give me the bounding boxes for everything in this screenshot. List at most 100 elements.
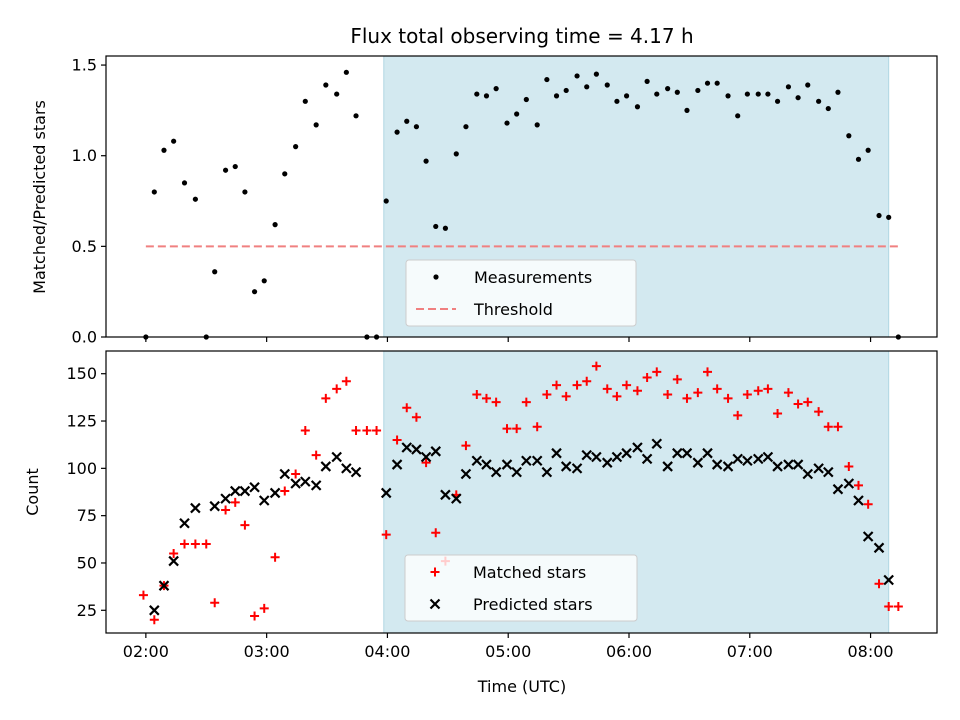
data-point	[250, 611, 260, 621]
plot-frame	[105, 350, 938, 634]
data-point	[604, 82, 610, 88]
data-point	[242, 189, 248, 195]
data-point	[835, 89, 841, 95]
data-point	[212, 269, 218, 275]
data-point	[853, 495, 864, 506]
data-point	[258, 495, 270, 506]
x-tick-label: 06:00	[606, 642, 652, 661]
data-point	[634, 104, 641, 110]
data-point	[192, 196, 198, 202]
data-point	[341, 376, 351, 386]
data-point	[883, 574, 894, 586]
data-point	[261, 278, 267, 284]
data-point	[591, 361, 601, 371]
legend-label: Predicted stars	[473, 595, 593, 614]
x-tick-label: 04:00	[364, 642, 410, 661]
data-point	[541, 466, 553, 478]
data-point	[644, 78, 650, 84]
data-point	[844, 461, 854, 471]
data-point	[682, 393, 692, 403]
data-point	[421, 458, 431, 468]
data-point	[642, 372, 652, 382]
y-tick-label: 0.5	[72, 237, 97, 256]
data-point	[180, 539, 190, 549]
data-point	[733, 410, 743, 420]
data-point	[711, 459, 723, 470]
data-point	[695, 87, 701, 94]
data-point	[843, 478, 855, 489]
data-point	[282, 171, 288, 177]
x-axis-label: Time (UTC)	[477, 677, 566, 696]
data-point	[755, 91, 761, 97]
data-point	[571, 463, 583, 474]
data-point	[742, 390, 752, 400]
data-point	[795, 95, 801, 101]
legend-marker	[430, 567, 440, 577]
data-point	[752, 453, 764, 465]
data-point	[783, 388, 793, 398]
data-point	[471, 455, 483, 467]
data-point	[783, 459, 794, 470]
legend-marker	[433, 274, 439, 280]
data-point	[272, 222, 278, 228]
data-point	[259, 603, 269, 613]
data-point	[665, 86, 671, 92]
data-point	[805, 82, 811, 88]
data-point	[803, 397, 813, 407]
data-point	[411, 444, 422, 455]
chart-title: Flux total observing time = 4.17 h	[350, 24, 693, 48]
data-point	[190, 539, 200, 549]
data-point	[681, 447, 693, 459]
data-point	[504, 120, 510, 126]
data-point	[623, 93, 630, 99]
data-point	[151, 189, 157, 195]
data-point	[523, 96, 529, 103]
data-point	[563, 87, 569, 94]
data-point	[394, 129, 400, 135]
data-point	[502, 424, 512, 434]
data-point	[332, 384, 342, 394]
data-point	[512, 424, 522, 434]
data-point	[622, 380, 632, 390]
legend-label: Measurements	[474, 268, 592, 287]
data-point	[704, 80, 711, 86]
data-point	[249, 481, 260, 493]
data-point	[221, 505, 231, 515]
data-point	[440, 489, 451, 501]
data-point	[209, 500, 220, 512]
data-point	[553, 93, 560, 99]
data-point	[765, 91, 771, 97]
data-point	[612, 391, 622, 401]
data-point	[423, 158, 429, 164]
bottom-y-axis-label: Count	[23, 468, 42, 516]
x-tick-label: 05:00	[485, 642, 531, 661]
data-point	[823, 466, 834, 478]
data-point	[862, 531, 874, 542]
data-point	[702, 447, 713, 459]
data-point	[310, 480, 322, 491]
data-point	[230, 497, 240, 507]
legend: Matched stars Predicted stars	[404, 554, 638, 622]
data-point	[876, 212, 882, 219]
legend-label: Threshold	[473, 300, 553, 319]
data-point	[300, 476, 311, 487]
y-tick-label: 75	[77, 506, 97, 525]
data-point	[490, 466, 502, 478]
data-point	[542, 390, 552, 400]
data-point	[725, 93, 731, 99]
data-point	[532, 422, 542, 432]
data-point	[742, 455, 753, 467]
data-point	[611, 451, 623, 463]
data-point	[362, 425, 372, 435]
data-point	[735, 113, 741, 119]
data-point	[814, 407, 824, 417]
data-point	[222, 167, 229, 173]
data-point	[483, 93, 490, 99]
data-point	[591, 451, 602, 463]
data-point	[442, 225, 449, 231]
plot-frame	[105, 55, 938, 338]
data-point	[381, 530, 391, 540]
data-point	[792, 459, 804, 470]
data-point	[391, 459, 403, 470]
count-panel: 25 50 75 100 125 150 02:00 03:00 04:00 05:00 06:00…	[66, 350, 938, 661]
